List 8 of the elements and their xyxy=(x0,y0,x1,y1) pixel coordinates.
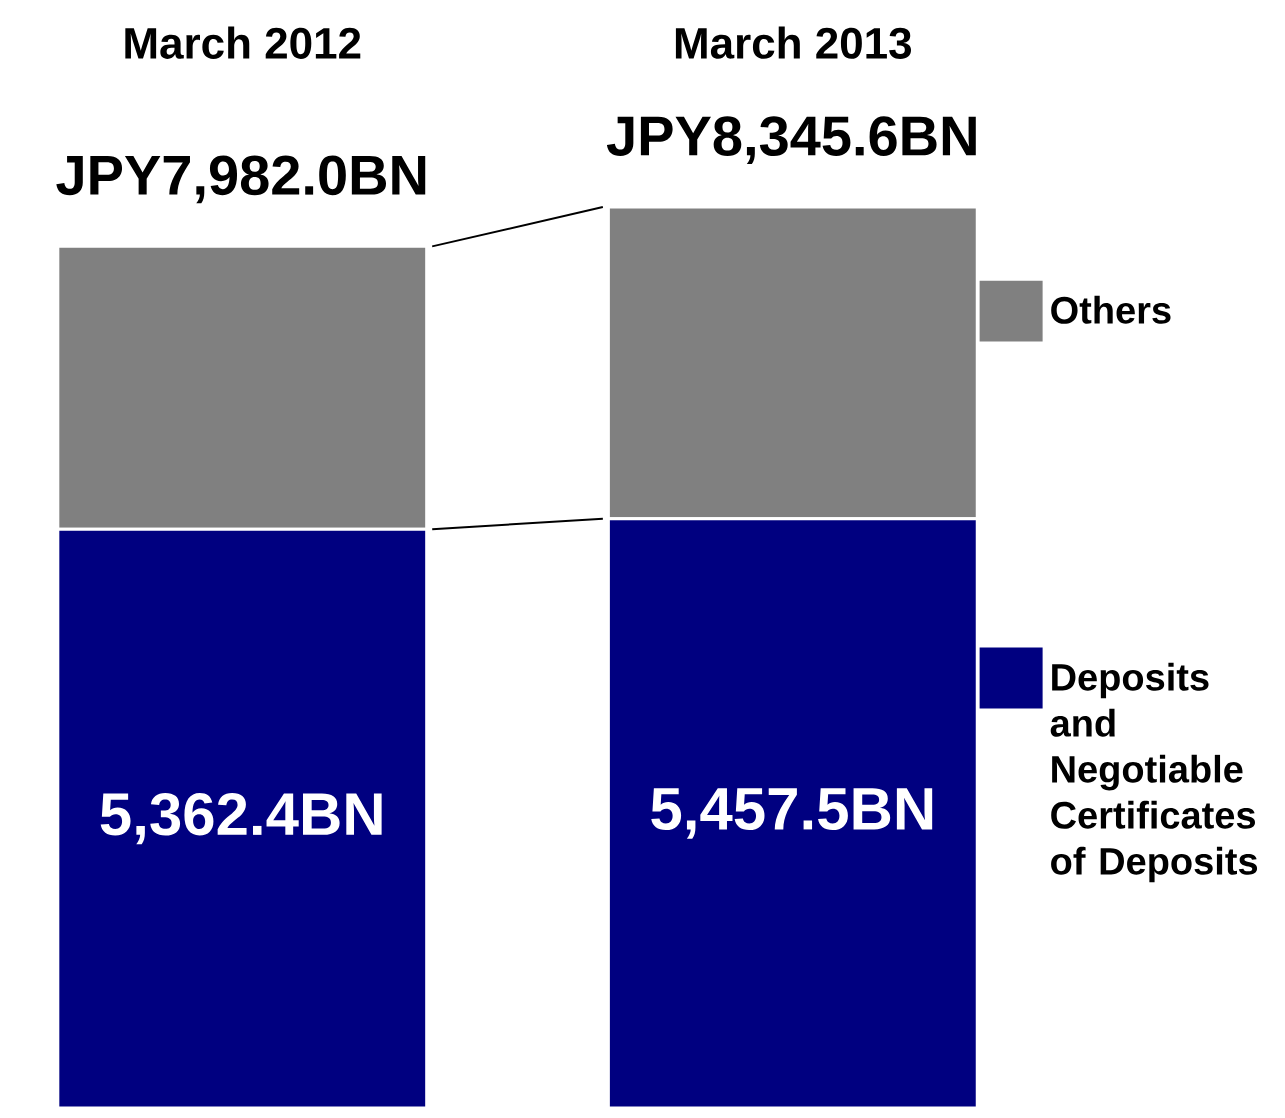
x-tick-label: March 2012 xyxy=(125,26,361,59)
legend-label: Others xyxy=(1051,295,1171,324)
data-label: 5,362.4BN xyxy=(100,792,382,845)
data-label: 5,457.5BN xyxy=(651,788,933,839)
total-label: JPY8,345.6BN xyxy=(606,116,976,165)
x-tick-label: March 2013 xyxy=(675,26,912,59)
total-label: JPY7,982.0BN xyxy=(56,155,426,204)
legend-label: Deposits and Negotiable Certificates of Deposits xyxy=(1050,662,1258,883)
